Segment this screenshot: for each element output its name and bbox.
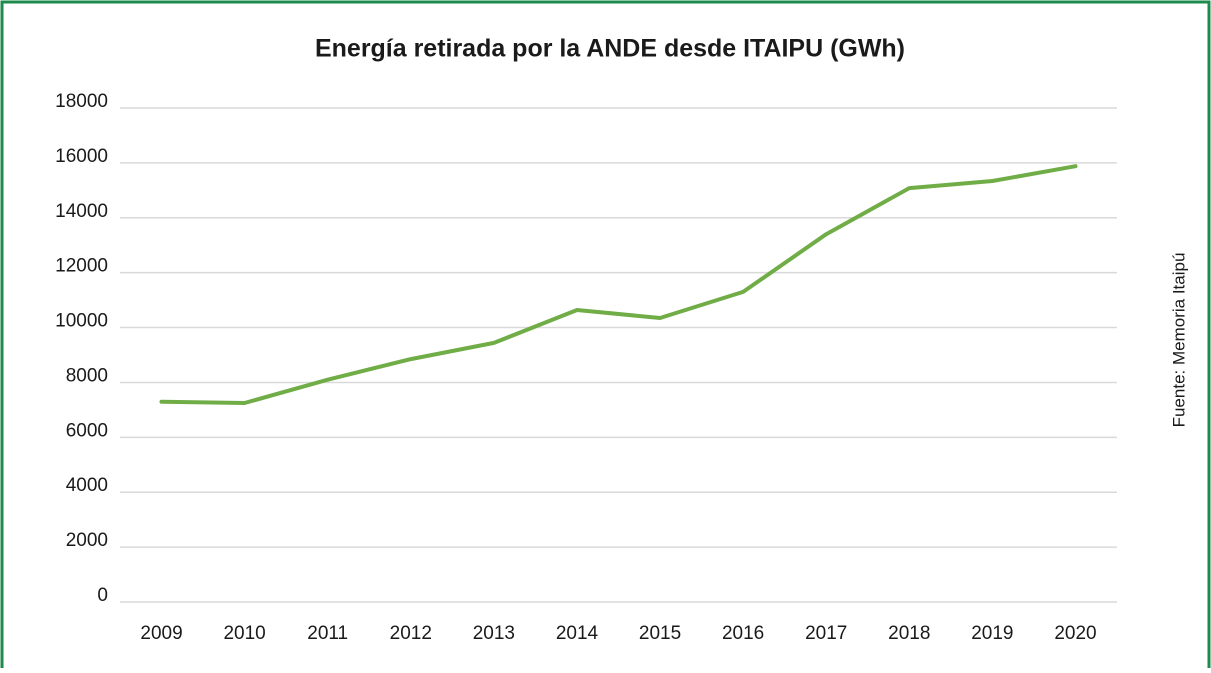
x-tick-label: 2015 [639, 623, 681, 644]
x-tick-label: 2011 [307, 623, 348, 644]
chart-title: Energía retirada por la ANDE desde ITAIP… [315, 35, 905, 63]
x-tick-label: 2012 [390, 623, 432, 644]
y-tick-label: 14000 [55, 201, 108, 222]
y-tick-label: 12000 [55, 256, 108, 277]
y-tick-label: 10000 [55, 311, 108, 332]
x-tick-label: 2010 [223, 623, 265, 644]
y-tick-label: 6000 [66, 420, 108, 441]
y-tick-label: 18000 [55, 91, 108, 112]
x-tick-label: 2017 [805, 623, 847, 644]
x-tick-label: 2013 [473, 623, 515, 644]
x-tick-label: 2009 [140, 623, 182, 644]
x-tick-label: 2014 [556, 623, 599, 644]
y-tick-label: 16000 [55, 146, 108, 167]
y-tick-label: 8000 [66, 365, 108, 386]
source: Fuente: Memoria Itaipú [1169, 253, 1188, 428]
line [159, 164, 1078, 405]
y-tick-label: 0 [97, 585, 108, 606]
x-tick-label: 2016 [722, 623, 764, 644]
x-tick-label: 2018 [888, 623, 930, 644]
x-tick-label: 2019 [971, 623, 1013, 644]
y-tick-label: 4000 [66, 475, 108, 496]
x-tick-label: 2020 [1054, 623, 1096, 644]
y-tick-label: 2000 [66, 530, 108, 551]
